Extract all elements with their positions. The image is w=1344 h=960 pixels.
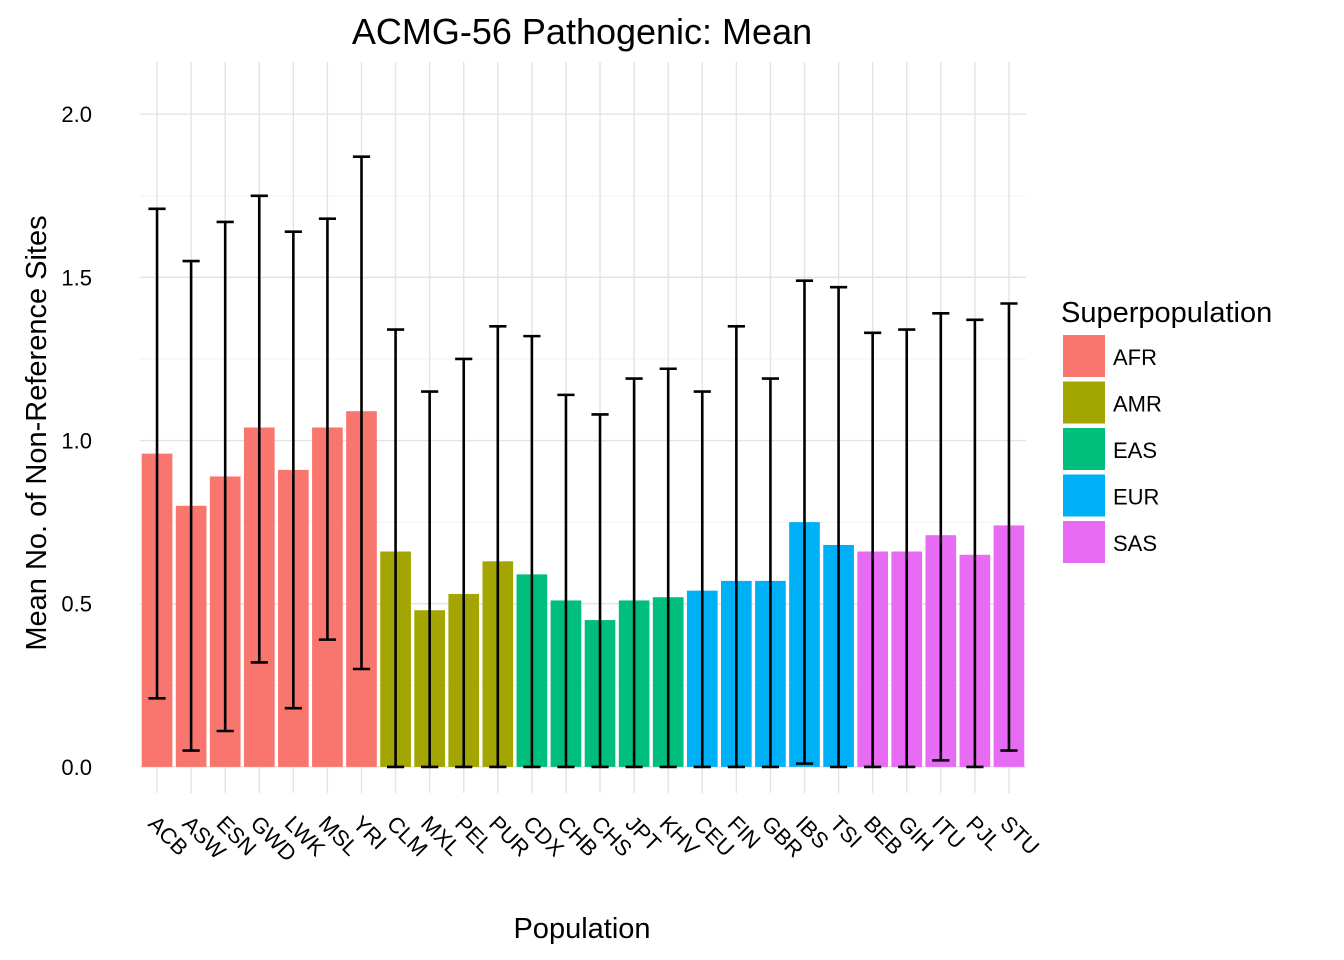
error-bar-ibs — [795, 279, 814, 765]
x-tick-label-tsi: TSI — [825, 811, 867, 853]
y-tick-label: 2.0 — [61, 102, 92, 127]
error-bar-chs — [591, 413, 609, 769]
error-bar-asw — [182, 259, 200, 752]
y-axis-title: Mean No. of Non-Reference Sites — [21, 215, 53, 650]
error-bar-gwd — [250, 194, 268, 664]
error-bar-tsi — [829, 285, 848, 769]
error-bar-fin — [727, 325, 745, 769]
y-tick-label: 1.5 — [61, 265, 92, 290]
legend-swatch — [1063, 335, 1105, 377]
legend-title: Superpopulation — [1061, 297, 1272, 329]
x-tick-label-itu: ITU — [927, 811, 970, 854]
error-bar-gih — [898, 328, 916, 769]
legend: Superpopulation AFR AMR EAS EUR SAS — [1061, 297, 1272, 563]
x-axis-ticks: ACBASWESNGWDLWKMSLYRICLMMXLPELPURCDXCHBC… — [144, 811, 1045, 867]
error-bar-beb — [864, 331, 882, 769]
x-tick-label-pjl: PJL — [961, 811, 1005, 855]
error-bar-yri — [352, 155, 371, 671]
error-bar-esn — [216, 220, 234, 733]
legend-swatch — [1063, 474, 1105, 517]
error-bar-pel — [455, 357, 473, 769]
legend-label: AFR — [1113, 345, 1157, 370]
chart-title: ACMG-56 Pathogenic: Mean — [352, 11, 812, 52]
legend-entry-sas: SAS — [1063, 521, 1157, 563]
error-bar-lwk — [284, 230, 302, 710]
error-bars — [148, 155, 1018, 769]
error-bar-stu — [1000, 302, 1018, 752]
legend-entry-amr: AMR — [1063, 381, 1162, 424]
error-bar-gbr — [761, 377, 780, 769]
bars — [141, 411, 1025, 767]
legend-label: EAS — [1113, 438, 1157, 463]
legend-entry-afr: AFR — [1063, 335, 1157, 377]
legend-swatch — [1063, 521, 1105, 563]
y-tick-label: 0.0 — [61, 755, 92, 780]
error-bar-pjl — [966, 318, 984, 769]
error-bar-khv — [659, 367, 677, 769]
legend-label: EUR — [1113, 485, 1159, 510]
error-bar-ceu — [693, 390, 711, 769]
error-bar-pur — [489, 325, 507, 769]
legend-entry-eur: EUR — [1063, 474, 1159, 517]
error-bar-itu — [932, 311, 950, 762]
error-bar-clm — [386, 328, 405, 769]
error-bar-cdx — [523, 334, 541, 769]
x-tick-label-stu: STU — [995, 811, 1044, 860]
error-bar-mxl — [421, 390, 439, 769]
error-bar-jpt — [625, 377, 643, 769]
y-tick-label: 0.5 — [61, 592, 92, 617]
legend-label: AMR — [1113, 392, 1162, 417]
y-axis-ticks: 0.0 0.5 1.0 1.5 2.0 — [61, 102, 92, 780]
y-tick-label: 1.0 — [61, 429, 92, 454]
legend-entry-eas: EAS — [1063, 428, 1157, 470]
legend-swatch — [1063, 381, 1105, 424]
error-bar-msl — [318, 217, 337, 641]
legend-label: SAS — [1113, 531, 1157, 556]
x-axis-title: Population — [513, 913, 650, 945]
error-bar-chb — [557, 393, 575, 769]
legend-swatch — [1063, 428, 1105, 470]
error-bar-acb — [148, 207, 166, 700]
